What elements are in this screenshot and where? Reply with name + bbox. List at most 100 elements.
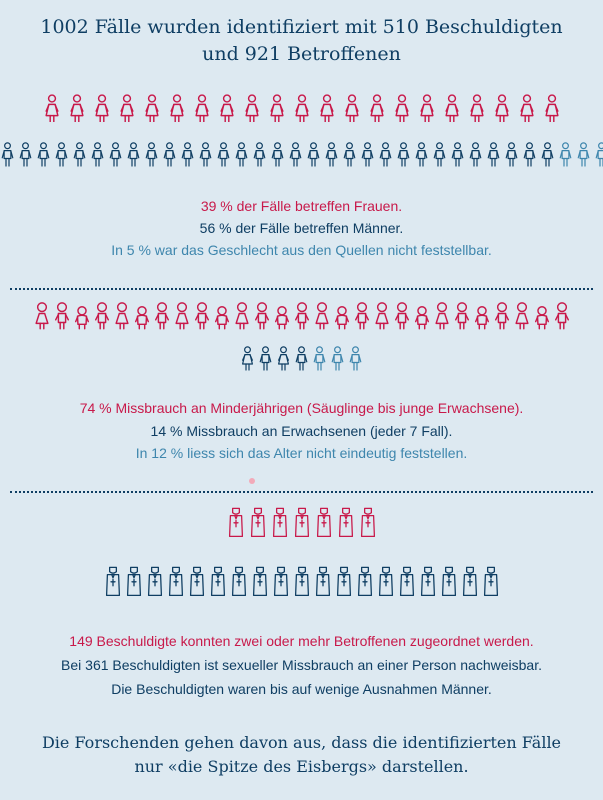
man-icon: [451, 142, 464, 167]
man-icon: [325, 142, 338, 167]
man-icon: [505, 142, 518, 167]
baby-icon: [134, 306, 149, 330]
woman-icon: [219, 94, 234, 122]
girl-icon: [34, 302, 49, 330]
man-icon: [199, 142, 212, 167]
woman-icon: [194, 94, 209, 122]
man-icon: [487, 142, 500, 167]
baby-icon: [214, 306, 229, 330]
child-icon: [254, 302, 269, 330]
priest-icon: [336, 566, 351, 597]
headline-line-2: und 921 Betroffenen: [202, 43, 401, 65]
man-icon: [295, 346, 308, 371]
priest-icon: [126, 566, 141, 597]
baby-icon: [414, 306, 429, 330]
man-icon: [541, 142, 554, 167]
woman-icon: [94, 94, 109, 122]
man-icon: [331, 346, 344, 371]
child-icon: [154, 302, 169, 330]
man-icon: [361, 142, 374, 167]
multiple-victims-text: 149 Beschuldigte konnten zwei oder mehr …: [69, 633, 534, 649]
girl-icon: [314, 302, 329, 330]
man-icon: [73, 142, 86, 167]
woman-icon: [44, 94, 59, 122]
woman-icon: [369, 94, 384, 122]
child-icon: [454, 302, 469, 330]
priest-icon: [294, 566, 309, 597]
woman-icon: [69, 94, 84, 122]
priest-icon: [189, 566, 204, 597]
man-icon: [271, 142, 284, 167]
baby-icon: [534, 306, 549, 330]
minors-icon-row: [0, 300, 603, 332]
age-unknown-text: In 12 % liess sich das Alter nicht einde…: [135, 445, 468, 461]
men-icon-row: [0, 142, 603, 172]
girl-icon: [374, 302, 389, 330]
child-icon: [554, 302, 569, 330]
priest-icon: [420, 566, 435, 597]
priest-icon: [252, 566, 267, 597]
priest-icon: [294, 507, 309, 538]
man-icon: [127, 142, 140, 167]
woman-icon: [544, 94, 559, 122]
headline-line-1: 1002 Fälle wurden identifiziert mit 510 …: [40, 16, 563, 38]
priest-icon: [315, 566, 330, 597]
woman-icon: [419, 94, 434, 122]
man-icon: [181, 142, 194, 167]
baby-icon: [274, 306, 289, 330]
man-icon: [523, 142, 536, 167]
man-icon: [349, 346, 362, 371]
woman-icon: [344, 94, 359, 122]
man-icon: [313, 346, 326, 371]
woman-icon: [242, 346, 253, 371]
baby-icon: [74, 306, 89, 330]
woman-icon: [319, 94, 334, 122]
man-icon: [433, 142, 446, 167]
man-icon: [577, 142, 590, 167]
priest-icon: [399, 566, 414, 597]
man-icon: [259, 346, 272, 371]
accused-male-text: Die Beschuldigten waren bis auf wenige A…: [111, 681, 492, 697]
child-icon: [494, 302, 509, 330]
man-icon: [235, 142, 248, 167]
priest-icon: [338, 507, 353, 538]
man-icon: [559, 142, 572, 167]
priest-icon: [228, 507, 243, 538]
decorative-dot: [249, 478, 255, 484]
woman-icon: [278, 346, 289, 371]
man-icon: [55, 142, 68, 167]
single-victim-accused-icon-row: [0, 565, 603, 605]
child-icon: [194, 302, 209, 330]
man-icon: [379, 142, 392, 167]
child-icon: [94, 302, 109, 330]
girl-icon: [174, 302, 189, 330]
man-icon: [145, 142, 158, 167]
section-divider: [10, 288, 593, 290]
man-icon: [253, 142, 266, 167]
adults-percentage-text: 14 % Missbrauch an Erwachsenen (jeder 7 …: [150, 423, 453, 439]
woman-icon: [119, 94, 134, 122]
gender-unknown-text: In 5 % war das Geschlecht aus den Quelle…: [111, 242, 492, 258]
man-icon: [19, 142, 32, 167]
woman-icon: [294, 94, 309, 122]
girl-icon: [434, 302, 449, 330]
multiple-victims-accused-icon-row: [0, 506, 603, 546]
priest-icon: [441, 566, 456, 597]
priest-icon: [360, 507, 375, 538]
baby-icon: [474, 306, 489, 330]
priest-icon: [357, 566, 372, 597]
priest-icon: [105, 566, 120, 597]
man-icon: [91, 142, 104, 167]
child-icon: [294, 302, 309, 330]
woman-icon: [494, 94, 509, 122]
footer-line-1: Die Forschenden gehen davon aus, dass di…: [41, 733, 562, 752]
footer-line-2: nur «die Spitze des Eisbergs» darstellen…: [134, 757, 469, 776]
woman-icon: [444, 94, 459, 122]
man-icon: [307, 142, 320, 167]
woman-icon: [394, 94, 409, 122]
section-divider-2: [10, 491, 593, 493]
priest-icon: [250, 507, 265, 538]
child-icon: [354, 302, 369, 330]
man-icon: [1, 142, 14, 167]
woman-icon: [269, 94, 284, 122]
